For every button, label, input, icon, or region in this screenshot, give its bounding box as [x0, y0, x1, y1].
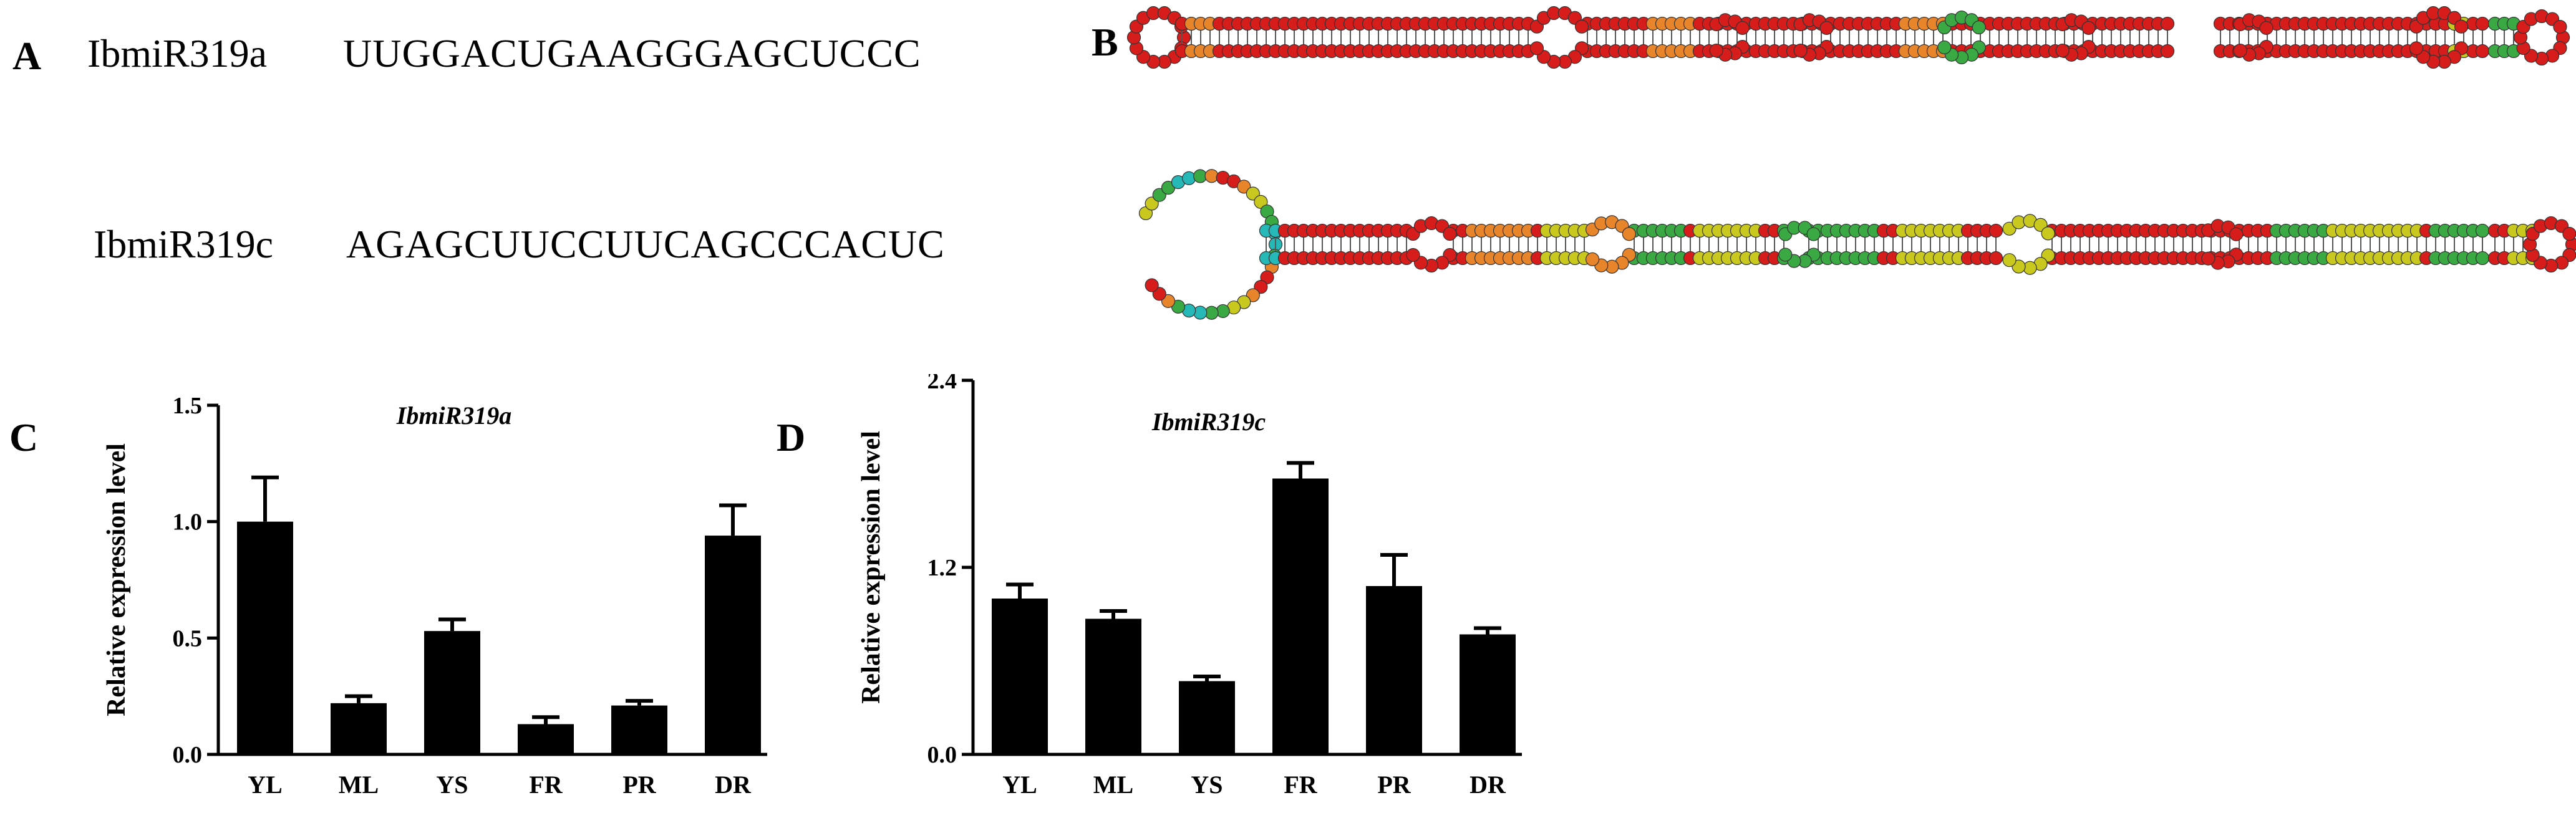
panel-label-b: B	[1092, 20, 1118, 64]
nucleotide	[2475, 251, 2490, 266]
secondary-structures	[1126, 6, 2576, 320]
nucleotide	[1193, 305, 1208, 320]
y-tick-label: 0.5	[173, 625, 203, 652]
y-tick-label: 0.0	[173, 742, 203, 768]
nucleotide	[2229, 227, 2244, 241]
nucleotide	[1529, 41, 1544, 55]
nucleotide	[1735, 21, 1750, 35]
x-tick-label: YS	[436, 771, 468, 799]
panel-label-c: C	[9, 415, 39, 459]
y-axis-label: Relative expression level	[857, 431, 886, 704]
y-tick-label: 1.0	[173, 509, 203, 536]
bar-dr	[705, 536, 761, 754]
nucleotide	[2041, 226, 2055, 241]
bar-pr	[1366, 586, 1422, 754]
nucleotide	[1585, 252, 1600, 266]
nucleotide	[1988, 223, 2003, 238]
nucleotide	[2201, 251, 2215, 266]
nucleotide	[1443, 226, 1457, 241]
nucleotide	[1819, 21, 1834, 35]
mirna-name-319c: IbmiR319c	[94, 222, 273, 266]
nucleotide	[1778, 248, 1793, 262]
chart-title: IbmiR319c	[1151, 408, 1266, 436]
bar-fr	[518, 724, 574, 754]
x-tick-label: DR	[1470, 771, 1506, 799]
panel-label-d: D	[777, 415, 806, 459]
y-tick-label: 0.0	[927, 742, 957, 768]
nucleotide	[2233, 44, 2247, 58]
y-tick-label: 2.4	[927, 374, 957, 394]
chart-title: IbmiR319a	[396, 402, 511, 430]
mirna-sequence-319a: UUGGACUGAAGGGAGCUCCC	[343, 31, 921, 75]
bar-yl	[992, 599, 1048, 754]
nucleotide	[2055, 44, 2070, 58]
bar-pr	[611, 705, 667, 754]
x-tick-label: YL	[248, 771, 283, 799]
hairpin-structure-319a	[1126, 6, 2570, 69]
nucleotide	[1988, 251, 2003, 266]
y-tick-label: 1.5	[173, 393, 203, 419]
nucleotide	[2475, 44, 2490, 59]
nucleotide	[2553, 19, 2567, 34]
y-tick-label: 1.2	[927, 555, 957, 581]
hairpin-structure-319c	[1138, 169, 2576, 320]
bar-chart-ibmir319a: IbmiR319a Relative expression level 0.0 0.5…	[102, 393, 767, 799]
nucleotide	[1204, 169, 1219, 183]
nucleotide	[2259, 21, 2273, 35]
nucleotide	[1260, 270, 1274, 284]
mirna-sequence-319c: AGAGCUUCCUUCAGCCCACUC	[346, 222, 945, 266]
nucleotide	[2160, 16, 2175, 31]
nucleotide	[1145, 278, 1159, 292]
bar-chart-ibmir319c: IbmiR319c Relative expression level 0.0 1.2…	[857, 374, 1522, 799]
nucleotide	[1937, 40, 1952, 55]
nucleotide	[1254, 195, 1268, 209]
bar-yl	[237, 521, 293, 754]
nucleotide	[1806, 227, 1821, 241]
nucleotide	[2454, 19, 2469, 34]
nucleotide	[1182, 171, 1196, 185]
x-tick-label: FR	[529, 771, 563, 799]
nucleotide	[2409, 41, 2424, 55]
x-tick-label: ML	[339, 771, 379, 799]
panel-label-a: A	[12, 34, 42, 78]
bar-fr	[1272, 478, 1329, 754]
x-tick-label: ML	[1093, 771, 1133, 799]
nucleotide	[2475, 223, 2490, 238]
nucleotide	[2081, 21, 2096, 35]
x-tick-label: YS	[1191, 771, 1223, 799]
nucleotide	[1972, 20, 1986, 35]
nucleotide	[1216, 304, 1230, 319]
bar-ml	[1085, 618, 1141, 754]
bar-ys	[424, 631, 480, 754]
bar-ys	[1179, 681, 1235, 754]
x-tick-label: FR	[1284, 771, 1317, 799]
x-tick-label: PR	[1377, 771, 1411, 799]
y-axis-label: Relative expression level	[102, 443, 131, 716]
bar-dr	[1460, 634, 1516, 754]
x-tick-label: PR	[622, 771, 656, 799]
nucleotide	[2002, 253, 2017, 267]
mirna-name-319a: IbmiR319a	[87, 31, 267, 75]
x-tick-label: YL	[1002, 771, 1037, 799]
bar-ml	[331, 703, 387, 754]
x-tick-label: DR	[715, 771, 752, 799]
nucleotide	[2160, 44, 2175, 59]
nucleotide	[1574, 19, 1589, 34]
nucleotide	[2475, 16, 2490, 31]
nucleotide	[1622, 227, 1636, 241]
nucleotide	[1709, 44, 1723, 58]
nucleotide	[2562, 226, 2576, 241]
nucleotide	[1406, 248, 1420, 262]
nucleotide	[1793, 44, 1808, 58]
